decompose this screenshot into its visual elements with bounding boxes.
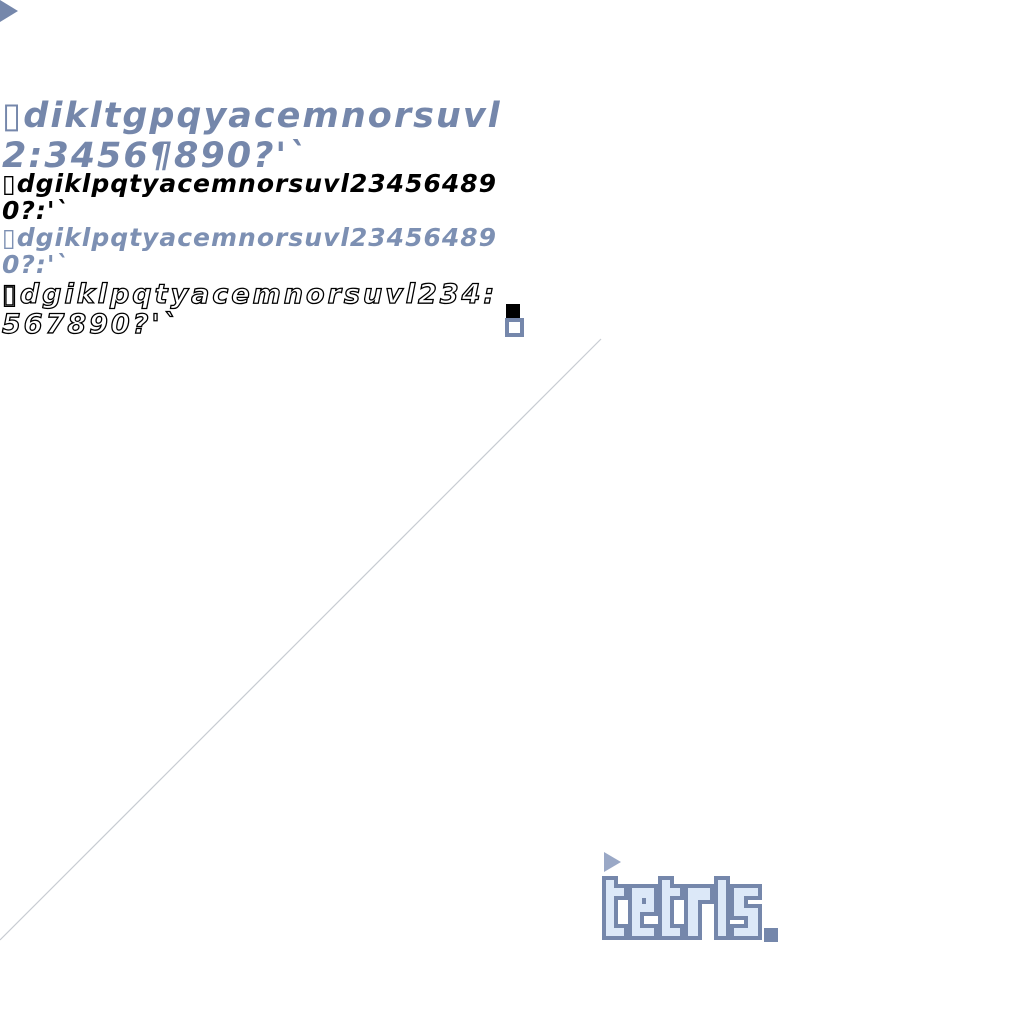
logo-play-icon: [604, 852, 621, 872]
corner-play-icon: [0, 0, 18, 22]
logo-letter-t1: [602, 876, 628, 940]
logo-letter-e-counter: [642, 898, 646, 904]
diagonal-stroke: [0, 338, 602, 941]
specimen-row-light-slate: ▯dgiklpqtyacemnorsuvl234564890?:'`: [2, 223, 498, 279]
tetris-logo-letters: [602, 876, 762, 940]
outlined-square-block: [505, 318, 524, 337]
tetris-logo: tetris: [602, 874, 764, 940]
specimen-row-slate: ▯dikltgpqyacemnorsuvl2:3456¶890?'`: [2, 96, 502, 176]
black-square-block: [506, 304, 520, 318]
logo-letter-i: [714, 876, 730, 940]
logo-letter-e: [628, 884, 658, 940]
specimen-row-black: ▯dgiklpqtyacemnorsuvl234564890?:'`: [2, 169, 498, 225]
logo-letter-s: [730, 884, 762, 940]
specimen-row-outline: ▯dgiklpqtyacemnorsuvl234:567890?'`: [1, 279, 498, 340]
logo-letter-t2: [658, 876, 684, 940]
logo-square-dot: [764, 928, 778, 942]
logo-letter-r: [684, 884, 714, 940]
